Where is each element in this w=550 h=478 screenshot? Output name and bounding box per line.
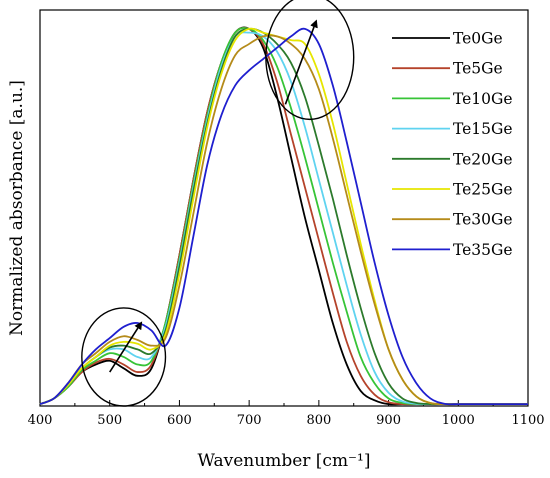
x-tick-label: 1000 <box>442 413 475 428</box>
annotation-arrow-low-band <box>109 321 143 373</box>
series-lines <box>39 26 528 406</box>
legend-label-te25ge: Te25Ge <box>453 181 513 199</box>
y-axis-title: Normalized absorbance [a.u.] <box>7 80 27 336</box>
legend-label-te0ge: Te0Ge <box>453 30 503 48</box>
series-line-te35ge <box>39 27 528 406</box>
legend-label-te5ge: Te5Ge <box>453 60 503 78</box>
x-tick-label: 1100 <box>511 413 544 428</box>
annotation-ellipse-high-band <box>265 0 355 121</box>
legend-label-te15ge: Te15Ge <box>453 120 513 138</box>
x-tick-label: 900 <box>376 413 401 428</box>
annotations <box>81 0 355 407</box>
x-tick-label: 800 <box>306 413 331 428</box>
x-axis-title: Wavenumber [cm⁻¹] <box>198 451 371 471</box>
legend-label-te20ge: Te20Ge <box>453 150 513 168</box>
legend: Te0Ge Te5Ge Te10Ge Te15Ge Te20Ge Te25Ge Te30Ge… <box>392 30 513 259</box>
legend-label-te10ge: Te10Ge <box>453 90 513 108</box>
annotation-ellipse-low-band <box>81 307 167 407</box>
legend-label-te35ge: Te35Ge <box>453 241 513 259</box>
x-tick-label: 600 <box>167 413 192 428</box>
x-tick-label: 400 <box>28 413 53 428</box>
annotation-arrow-high-band <box>284 19 318 105</box>
legend-label-te30ge: Te30Ge <box>453 211 513 229</box>
x-tick-label: 500 <box>97 413 122 428</box>
x-tick-label: 700 <box>237 413 262 428</box>
